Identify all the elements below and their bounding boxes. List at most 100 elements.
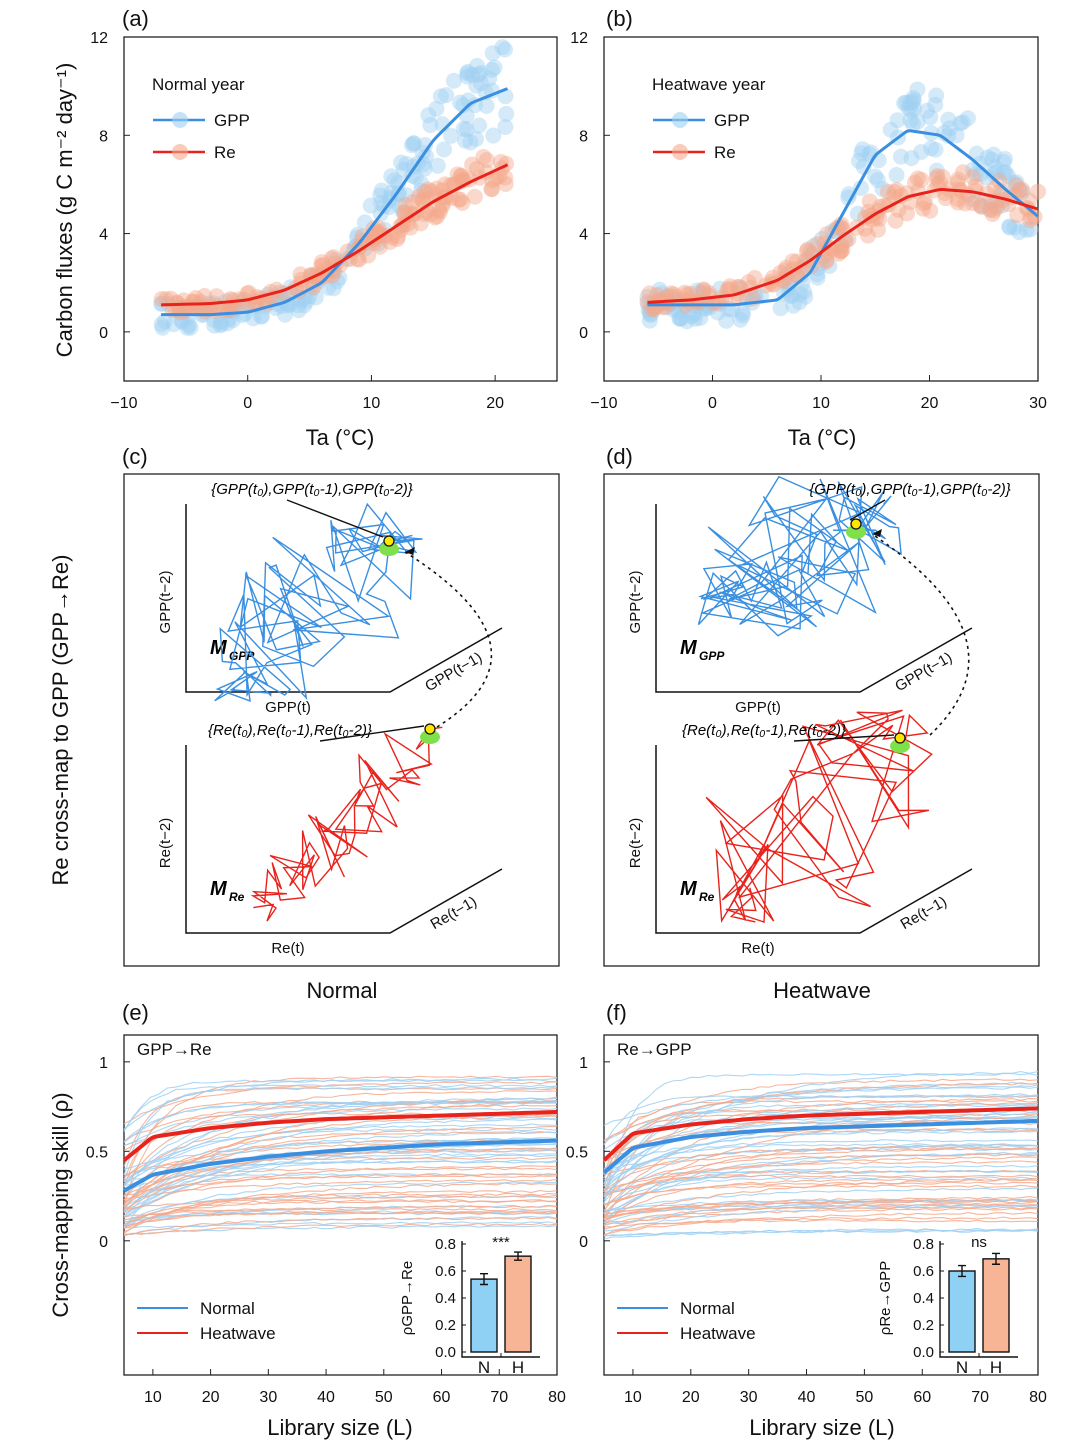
data-point-gpp [889, 112, 906, 129]
pointer-arrow [286, 499, 384, 538]
y-tick-label: 0 [99, 1234, 108, 1251]
data-point-re [449, 166, 466, 183]
data-point-re [663, 285, 680, 302]
data-point-re [665, 286, 682, 303]
state-point-label: {GPP(t₀),GPP(t₀-1),GPP(t₀-2)} [809, 481, 1011, 498]
data-point-gpp [438, 87, 455, 104]
data-point-re [185, 293, 202, 310]
data-point-gpp [996, 150, 1013, 167]
data-point-re [240, 284, 257, 301]
inset-bar-N [470, 1278, 498, 1353]
data-point-re [784, 253, 801, 270]
data-point-re [964, 169, 981, 186]
embedding-axes [185, 745, 503, 934]
data-point-re [422, 206, 439, 223]
x-axis-label-b: Ta (°C) [788, 425, 857, 450]
replicate-line [123, 1107, 558, 1211]
manifold-label: M [210, 637, 228, 659]
data-point-re [437, 176, 454, 193]
data-point-re [931, 174, 948, 191]
data-point-gpp [906, 100, 923, 117]
data-point-gpp [734, 307, 751, 324]
data-point-gpp [988, 197, 1005, 214]
axis-label-t: GPP(t) [265, 699, 311, 716]
replicate-line [603, 1164, 1039, 1206]
inset-y-tick-label: 0.2 [913, 1317, 934, 1334]
fit-line-gpp [161, 87, 509, 317]
data-point-re [452, 191, 469, 208]
data-point-re [864, 211, 881, 228]
replicate-line [603, 1204, 1039, 1232]
data-point-gpp [1008, 174, 1025, 191]
data-point-gpp [941, 120, 958, 137]
data-point-gpp [404, 167, 421, 184]
data-point-gpp [362, 197, 379, 214]
data-point-re [153, 291, 170, 308]
data-point-re [803, 246, 820, 263]
data-point-gpp [224, 312, 241, 329]
diagram-frame [123, 473, 560, 967]
inset-x-label: H [512, 1358, 524, 1377]
state-point [424, 723, 436, 735]
data-point-re [869, 221, 886, 238]
data-point-re [886, 184, 903, 201]
data-point-re [991, 172, 1008, 189]
data-point-re [661, 295, 678, 312]
data-point-gpp [443, 127, 460, 144]
data-point-re [879, 183, 896, 200]
replicate-line [603, 1127, 1039, 1169]
data-point-gpp [642, 306, 659, 323]
mean-line-normal [123, 1138, 558, 1193]
x-tick-label: 40 [798, 1389, 816, 1406]
x-tick-label: 70 [490, 1389, 508, 1406]
data-point-re [420, 181, 437, 198]
data-point-gpp [445, 72, 462, 89]
data-point-re [798, 243, 815, 260]
data-point-gpp [968, 145, 985, 162]
neighborhood-highlight [379, 542, 399, 556]
x-tick-label: 40 [317, 1389, 335, 1406]
y-axis-label-crossmap: Re cross-map to GPP (GPP→Re) [48, 555, 73, 886]
replicate-line [603, 1160, 1039, 1198]
pointer-arrow [793, 734, 895, 742]
legend-label-heatwave: Heatwave [680, 1324, 756, 1343]
replicate-line [123, 1222, 558, 1237]
data-point-gpp [732, 311, 749, 328]
error-bar [514, 1251, 522, 1261]
x-tick-label: 0 [708, 395, 717, 412]
replicate-line [603, 1072, 1039, 1205]
data-point-gpp [913, 143, 930, 160]
inset-y-tick-label: 0.6 [435, 1263, 456, 1280]
data-point-gpp [381, 199, 398, 216]
inset-bar-H [982, 1258, 1010, 1353]
data-point-gpp [772, 300, 789, 317]
y-tick-label: 1 [579, 1055, 588, 1072]
data-point-gpp [867, 168, 884, 185]
replicate-line [123, 1167, 558, 1212]
data-point-gpp [428, 100, 445, 117]
y-tick-label: 4 [579, 227, 588, 244]
data-point-gpp [995, 164, 1012, 181]
data-point-re [453, 168, 470, 185]
data-point-gpp [213, 316, 230, 333]
data-point-re [957, 195, 974, 212]
data-point-re [922, 202, 939, 219]
panel-d-diagram: GPP(t)GPP(t−1)GPP(t−2)M GPP{GPP(t₀),GPP(t… [603, 473, 1040, 967]
data-point-gpp [376, 197, 393, 214]
trajectory [214, 502, 423, 703]
panel-label-f: (f) [606, 1000, 627, 1025]
data-point-gpp [394, 204, 411, 221]
replicate-line [603, 1176, 1039, 1221]
error-bar [992, 1252, 1000, 1265]
error-bar [480, 1273, 488, 1286]
error-bar [958, 1264, 966, 1278]
data-point-gpp [901, 94, 918, 111]
replicate-line [603, 1178, 1039, 1223]
x-tick-label: 10 [144, 1389, 162, 1406]
data-point-re [428, 180, 445, 197]
data-point-re [834, 242, 851, 259]
panel-e-lines: 10 20 30 40 50 60 70 80 0 0.5 1 GPP→Re Normal Heatwav… [86, 1034, 566, 1406]
legend-label-normal: Normal [200, 1299, 255, 1318]
replicate-line [123, 1225, 558, 1235]
data-point-gpp [892, 148, 909, 165]
